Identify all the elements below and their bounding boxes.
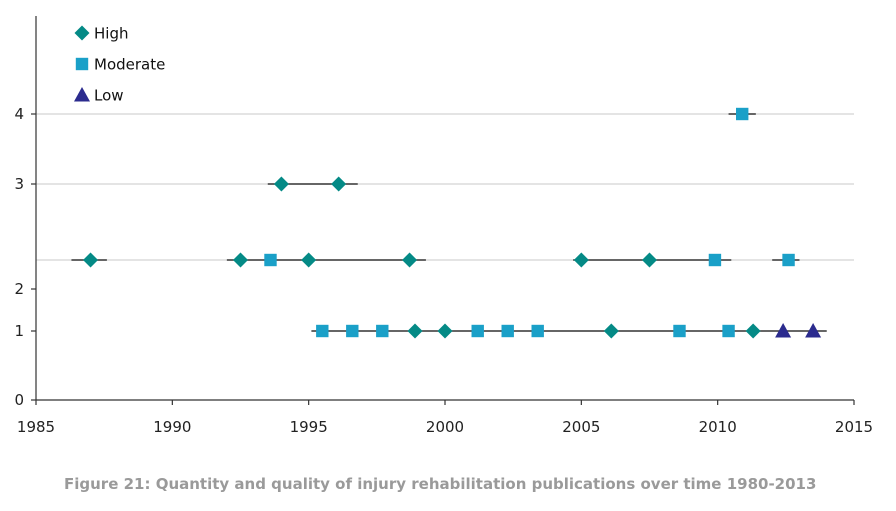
point-high [273, 176, 289, 192]
point-high [642, 252, 657, 268]
x-tick-label: 2005 [562, 418, 600, 436]
gridlines [36, 113, 854, 261]
legend-label-high: High [94, 25, 128, 43]
point-moderate [736, 107, 749, 121]
legend: High Moderate Low [74, 25, 165, 105]
point-moderate [501, 324, 514, 338]
point-high [233, 252, 248, 268]
y-tick-label: 2 [14, 280, 24, 298]
point-moderate [708, 253, 722, 267]
point-high [331, 176, 347, 192]
point-high [407, 323, 423, 339]
point-low [805, 323, 822, 338]
point-high [301, 252, 317, 268]
point-high [402, 252, 418, 268]
x-tick-label: 1995 [290, 418, 328, 436]
point-moderate [531, 324, 544, 338]
point-moderate [316, 324, 329, 338]
axes: 0 1 2 3 4 1985 1990 1995 2000 2005 2010 2015 [14, 16, 873, 436]
point-high [573, 252, 589, 268]
x-tick-label: 1990 [153, 418, 191, 436]
figure-caption: Figure 21: Quantity and quality of injur… [64, 475, 817, 493]
legend-marker-moderate [75, 57, 89, 71]
point-high [603, 323, 619, 339]
point-low [775, 323, 792, 338]
x-tick-label: 1985 [17, 418, 55, 436]
point-moderate [264, 253, 277, 267]
data-points [83, 107, 822, 339]
y-tick-label: 1 [14, 322, 24, 340]
point-high [745, 323, 761, 339]
point-moderate [376, 324, 389, 338]
x-tick-label: 2000 [426, 418, 464, 436]
point-moderate [346, 324, 359, 338]
x-tick-label: 2010 [699, 418, 737, 436]
point-moderate [722, 324, 735, 338]
legend-label-moderate: Moderate [94, 56, 165, 74]
injury-rehabilitation-chart: 0 1 2 3 4 1985 1990 1995 2000 2005 2010 2015 High Mo… [14, 16, 873, 436]
y-tick-label: 3 [14, 175, 24, 193]
range-lines [71, 113, 827, 332]
legend-marker-high [74, 25, 90, 41]
legend-marker-low [74, 87, 90, 102]
legend-label-low: Low [94, 87, 124, 105]
y-tick-label: 4 [14, 105, 24, 123]
point-moderate [782, 253, 795, 267]
point-moderate [471, 324, 484, 338]
y-tick-label: 0 [14, 391, 24, 409]
point-moderate [673, 324, 686, 338]
x-tick-label: 2015 [835, 418, 873, 436]
point-high [437, 323, 453, 339]
point-high [83, 252, 99, 268]
